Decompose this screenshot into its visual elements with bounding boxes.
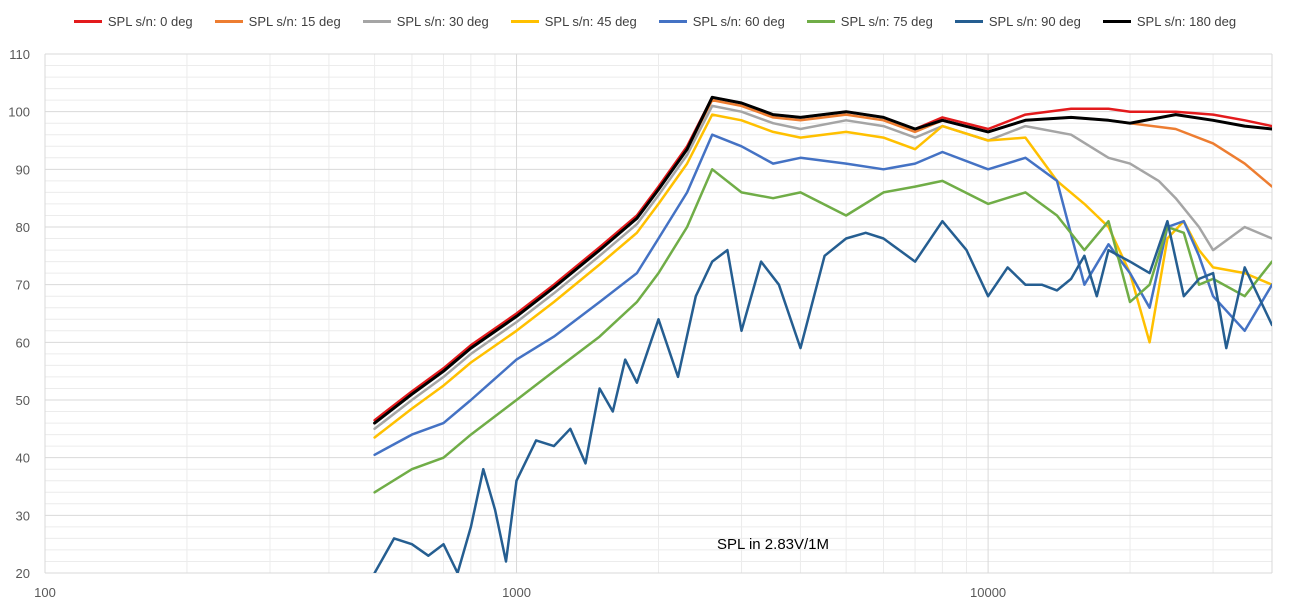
y-tick-label: 100 — [8, 105, 30, 120]
legend-swatch — [954, 19, 983, 23]
series-line-2 — [373, 104, 1272, 431]
y-tick-label: 70 — [16, 278, 30, 293]
legend-item-4: SPL s/n: 60 deg — [658, 13, 785, 29]
legend-item-7: SPL s/n: 180 deg — [1102, 13, 1237, 29]
legend-swatch — [806, 19, 835, 23]
series-line-6 — [373, 219, 1272, 573]
legend-label: SPL s/n: 30 deg — [396, 13, 489, 29]
legend-item-0: SPL s/n: 0 deg — [73, 13, 193, 29]
series-line-3 — [373, 113, 1272, 439]
y-tick-label: 20 — [16, 566, 30, 581]
legend-swatch — [362, 19, 391, 23]
legend-label: SPL s/n: 60 deg — [692, 13, 785, 29]
y-tick-label: 80 — [16, 220, 30, 235]
legend-item-3: SPL s/n: 45 deg — [510, 13, 637, 29]
legend-swatch — [214, 19, 243, 23]
legend-label: SPL s/n: 15 deg — [248, 13, 341, 29]
legend-label: SPL s/n: 90 deg — [988, 13, 1081, 29]
series-line-7 — [373, 95, 1272, 425]
legend-label: SPL s/n: 180 deg — [1136, 13, 1237, 29]
chart-annotation: SPL in 2.83V/1M — [717, 536, 829, 553]
x-tick-label: 100 — [34, 585, 56, 600]
legend-item-5: SPL s/n: 75 deg — [806, 13, 933, 29]
y-tick-label: 30 — [16, 508, 30, 523]
legend-label: SPL s/n: 45 deg — [544, 13, 637, 29]
y-tick-label: 40 — [16, 451, 30, 466]
series-lines — [373, 95, 1272, 573]
y-tick-label: 50 — [16, 393, 30, 408]
legend-item-6: SPL s/n: 90 deg — [954, 13, 1081, 29]
legend-swatch — [73, 19, 102, 23]
legend-label: SPL s/n: 75 deg — [840, 13, 933, 29]
x-tick-label: 1000 — [502, 585, 531, 600]
legend-swatch — [1102, 19, 1131, 23]
y-tick-label: 110 — [9, 47, 30, 62]
legend-item-2: SPL s/n: 30 deg — [362, 13, 489, 29]
legend-label: SPL s/n: 0 deg — [107, 13, 193, 29]
x-tick-label: 10000 — [970, 585, 1006, 600]
minor-gridlines — [45, 54, 1273, 573]
y-tick-label: 90 — [16, 162, 30, 177]
legend: SPL s/n: 0 deg SPL s/n: 15 deg SPL s/n: 30… — [0, 11, 1310, 31]
tick-labels: 20 30 40 50 60 70 80 90 100 110 100 1000 10000 — [8, 47, 1006, 600]
legend-item-1: SPL s/n: 15 deg — [214, 13, 341, 29]
legend-swatch — [510, 19, 539, 23]
y-tick-label: 60 — [16, 335, 30, 350]
legend-swatch — [658, 19, 687, 23]
